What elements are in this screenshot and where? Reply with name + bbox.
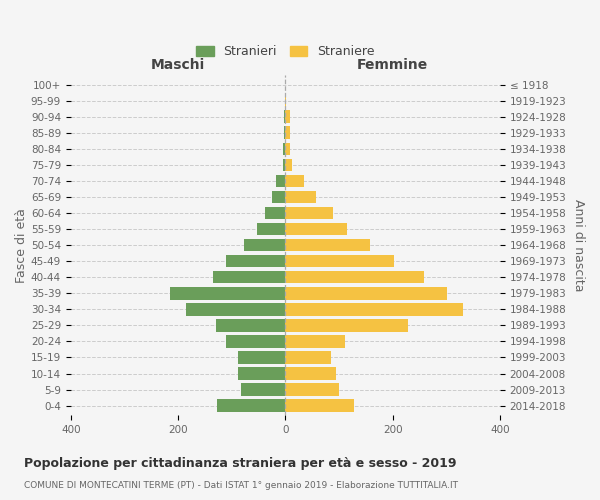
Y-axis label: Fasce di età: Fasce di età — [15, 208, 28, 282]
Bar — [286, 400, 354, 412]
Bar — [241, 384, 286, 396]
Bar — [286, 110, 290, 123]
Bar — [226, 255, 286, 268]
Bar — [215, 319, 286, 332]
Bar — [186, 303, 286, 316]
Bar — [286, 351, 331, 364]
Bar — [286, 190, 316, 203]
Bar — [286, 223, 347, 235]
Bar — [286, 287, 448, 300]
Bar — [286, 368, 337, 380]
Bar — [238, 351, 286, 364]
Bar — [286, 255, 394, 268]
Bar — [286, 174, 304, 187]
Bar — [276, 174, 286, 187]
Bar — [286, 158, 292, 171]
Bar — [286, 271, 424, 283]
Bar — [286, 319, 407, 332]
Bar — [286, 239, 370, 252]
Bar — [286, 303, 463, 316]
Bar — [213, 271, 286, 283]
Bar — [284, 110, 286, 123]
Bar — [265, 206, 286, 220]
Y-axis label: Anni di nascita: Anni di nascita — [572, 199, 585, 292]
Bar — [286, 206, 332, 220]
Bar — [286, 384, 339, 396]
Text: Maschi: Maschi — [151, 58, 205, 71]
Text: Femmine: Femmine — [357, 58, 428, 71]
Bar — [238, 368, 286, 380]
Legend: Stranieri, Straniere: Stranieri, Straniere — [191, 40, 380, 64]
Bar — [244, 239, 286, 252]
Text: COMUNE DI MONTECATINI TERME (PT) - Dati ISTAT 1° gennaio 2019 - Elaborazione TUT: COMUNE DI MONTECATINI TERME (PT) - Dati … — [24, 481, 458, 490]
Text: Popolazione per cittadinanza straniera per età e sesso - 2019: Popolazione per cittadinanza straniera p… — [24, 458, 457, 470]
Bar — [257, 223, 286, 235]
Bar — [286, 126, 290, 139]
Bar — [286, 335, 346, 347]
Bar — [226, 335, 286, 347]
Bar — [286, 142, 290, 155]
Bar — [217, 400, 286, 412]
Bar — [284, 126, 286, 139]
Bar — [283, 142, 286, 155]
Bar — [170, 287, 286, 300]
Bar — [283, 158, 286, 171]
Bar — [272, 190, 286, 203]
